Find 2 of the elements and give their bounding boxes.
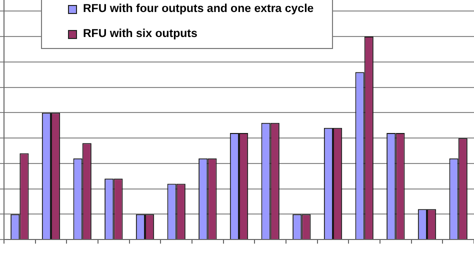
- legend-label: RFU with six outputs: [83, 28, 198, 40]
- legend-label: RFU with four outputs and one extra cycle: [83, 3, 314, 15]
